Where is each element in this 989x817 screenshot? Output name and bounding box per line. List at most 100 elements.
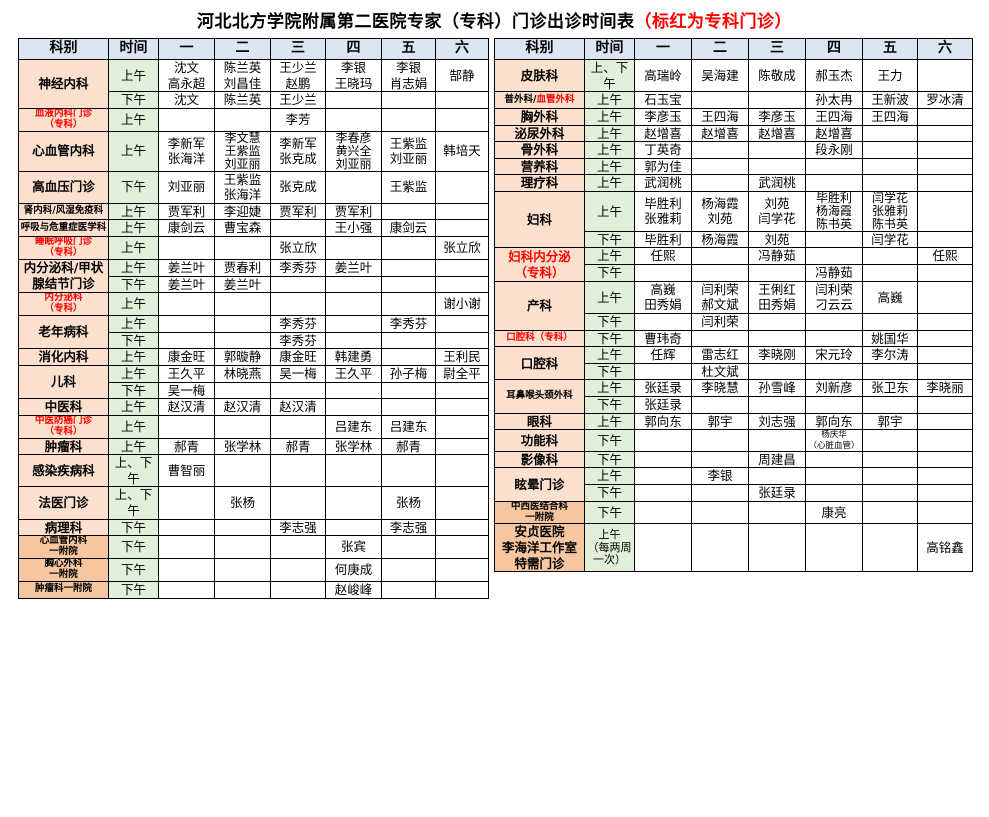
schedule-cell-doctor: 李秀芬 [381, 315, 436, 333]
schedule-cell-empty [634, 362, 692, 381]
table-row: 眩晕门诊 上午 李银 [494, 467, 973, 502]
schedule-cell-empty [862, 483, 918, 502]
schedule-cell-doctor: 韩建勇 [325, 348, 382, 366]
schedule-cell-doctor: 孙太冉 [805, 91, 863, 109]
schedule-cell-doctor: 曹智丽 [158, 454, 215, 488]
schedule-cell-doctor: 高巍 [862, 280, 918, 314]
schedule-cell-doctor: 曹玮奇 [634, 329, 692, 348]
schedule-cell-empty [634, 429, 692, 452]
column-header-day-4: 四 [325, 38, 382, 60]
schedule-cell-empty [381, 258, 436, 277]
schedule-cell-doctor: 李新军 张克成 [270, 130, 326, 172]
schedule-cell-doctor: 闫学花 张雅莉 陈书英 [862, 191, 918, 232]
table-row: 下午 冯静茹 [495, 264, 973, 282]
schedule-cell-empty [691, 523, 749, 573]
department-label: 胸心外科 一附院 [18, 558, 109, 583]
schedule-cell-empty [214, 331, 271, 350]
table-row: 下午 张廷录 [495, 483, 973, 502]
schedule-cell-empty [270, 535, 326, 560]
time-slot-label: 下午 [584, 362, 635, 381]
schedule-cell-doctor: 李晓刚 [748, 346, 806, 364]
time-slot-label: 上午 [584, 124, 635, 143]
column-header-day-3: 三 [270, 38, 326, 60]
schedule-cell-empty [381, 331, 436, 350]
schedule-cell-empty [917, 329, 973, 348]
table-row: 消化内科 上午 康金旺 郭暶静 康金旺 韩建勇 王利民 [18, 348, 489, 366]
schedule-cell-doctor: 吕建东 [325, 414, 382, 439]
schedule-cell-doctor: 贾春利 [214, 258, 271, 277]
schedule-cell-doctor: 武润桃 [634, 174, 692, 192]
header-row: 科别 时间一二三四五六 [494, 38, 973, 60]
schedule-cell-doctor: 刘苑 闫学花 [748, 191, 806, 232]
schedule-cell-empty [158, 107, 215, 132]
schedule-cell-empty [435, 381, 489, 400]
schedule-cell-empty [862, 450, 918, 469]
schedule-cell-empty [805, 247, 863, 266]
table-row: 心血管内科 上午 李新军 张海洋 李文慧 王紫监 刘亚丽 李新军 张克成 李春彦 黄兴全 刘亚丽 王紫监… [18, 130, 489, 172]
schedule-cell-empty [748, 429, 806, 452]
table-row: 肿瘤科一附院 下午 赵峻峰 [18, 581, 489, 599]
schedule-cell-empty [862, 396, 918, 414]
schedule-cell-empty [917, 312, 973, 331]
schedule-cell-empty [158, 518, 215, 537]
table-row: 中医防癌门诊 （专科） 上午 吕建东 吕建东 [18, 414, 489, 439]
schedule-cell-doctor: 赵汉清 [214, 398, 271, 416]
schedule-cell-empty [862, 264, 918, 282]
table-row: 病理科 下午 李志强 李志强 [18, 518, 489, 537]
table-row: 口腔科 上午 任辉 雷志红 李晓刚 宋元玲 李尔涛 [494, 346, 973, 381]
page-title: 河北北方学院附属第二医院专家（专科）门诊出诊时间表（标红为专科门诊） [0, 0, 989, 32]
department-label: 妇科 [494, 190, 585, 249]
table-row: 下午 吴一梅 [19, 381, 489, 400]
schedule-cell-empty [325, 331, 382, 350]
schedule-cell-doctor: 闫利荣 刁云云 [805, 280, 863, 314]
schedule-cell-doctor: 王久平 [325, 364, 382, 383]
schedule-cell-doctor: 赵增喜 [748, 124, 806, 143]
schedule-cell-doctor: 刘新彦 [805, 379, 863, 398]
schedule-cell-empty [325, 381, 382, 400]
schedule-cell-doctor: 毕胜利 [634, 230, 692, 249]
schedule-cell-empty [805, 157, 863, 176]
table-row: 老年病科 上午 李秀芬 李秀芬 [18, 315, 489, 350]
schedule-cell-empty [917, 429, 973, 452]
schedule-cell-empty [435, 170, 489, 204]
table-row: 耳鼻喉头颈外科 上午 张廷录 李晓慧 孙雪峰 刘新彦 张卫东 李晓丽 [494, 379, 973, 414]
schedule-cell-empty [325, 91, 382, 109]
table-row: 感染疾病科 上、下午 曹智丽 [18, 454, 489, 488]
schedule-cell-empty [381, 292, 436, 317]
time-slot-label: 下午 [584, 429, 635, 452]
schedule-cell-doctor: 李银 王晓玛 [325, 58, 382, 93]
time-slot-label: 上午 [108, 437, 159, 456]
schedule-cell-empty [325, 486, 382, 520]
schedule-cell-empty [158, 236, 215, 260]
schedule-cell-empty [381, 202, 436, 221]
schedule-cell-empty [270, 581, 326, 599]
schedule-cell-empty [862, 174, 918, 192]
schedule-cell-empty [748, 329, 806, 348]
schedule-cell-empty [691, 157, 749, 176]
time-slot-label: 上午 [108, 292, 159, 317]
time-slot-label: 上午 [108, 107, 159, 132]
table-row: 泌尿外科 上午 赵增喜 赵增喜 赵增喜 赵增喜 [494, 124, 973, 143]
schedule-cell-doctor: 赵汉清 [158, 398, 215, 416]
schedule-cell-doctor: 毕胜利 杨海霞 陈书英 [805, 191, 863, 232]
schedule-cell-empty [158, 331, 215, 350]
schedule-cell-empty [862, 124, 918, 143]
department-label: 耳鼻喉头颈外科 [494, 379, 585, 414]
time-slot-label: 上午 [108, 348, 159, 366]
schedule-cell-doctor: 何庚成 [325, 558, 382, 583]
department-label: 理疗科 [494, 174, 585, 192]
schedule-cell-empty [917, 450, 973, 469]
schedule-cell-doctor: 周建昌 [748, 450, 806, 469]
schedule-cell-empty [325, 315, 382, 333]
time-slot-label: 上午 [108, 202, 159, 221]
department-label: 老年病科 [18, 315, 109, 350]
time-slot-label: 上午 [108, 130, 159, 172]
schedule-cell-doctor: 李银 肖志娟 [381, 58, 436, 93]
schedule-cell-doctor: 李秀芬 [270, 315, 326, 333]
table-row: 神经内科 上午 沈文 高永超 陈兰英 刘昌佳 王少兰 赵鹏 李银 王晓玛 李银 肖志娟 郜静 [18, 58, 489, 109]
time-slot-label: 下午 [584, 396, 635, 414]
schedule-cell-doctor: 贾军利 [325, 202, 382, 221]
department-label: 病理科 [18, 518, 109, 537]
time-slot-label: 上午 [584, 412, 635, 431]
schedule-cell-doctor: 赵增喜 [634, 124, 692, 143]
